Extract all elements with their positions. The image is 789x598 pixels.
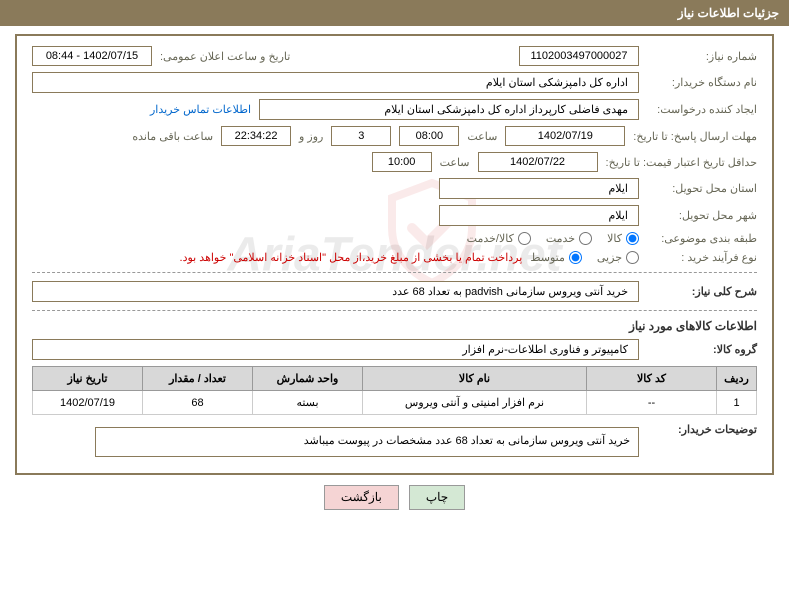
need-number-value: 1102003497000027 — [519, 46, 639, 66]
summary-label: شرح کلی نیاز: — [647, 285, 757, 298]
need-number-label: شماره نیاز: — [647, 50, 757, 63]
days-remaining: 3 — [331, 126, 391, 146]
row-summary: شرح کلی نیاز: خرید آنتی ویروس سازمانی pa… — [32, 281, 757, 302]
row-delivery-province: استان محل تحویل: ایلام — [32, 178, 757, 199]
contact-link[interactable]: اطلاعات تماس خریدار — [150, 103, 251, 116]
table-header-cell: واحد شمارش — [253, 367, 363, 391]
summary-value: خرید آنتی ویروس سازمانی padvish به تعداد… — [32, 281, 639, 302]
price-validity-date: 1402/07/22 — [478, 152, 598, 172]
table-cell: 1402/07/19 — [33, 391, 143, 415]
process-radio-label: جزیی — [597, 251, 622, 264]
table-cell: -- — [587, 391, 717, 415]
category-radio-label: کالا — [607, 232, 622, 245]
table-cell: نرم افزار امنیتی و آنتی ویروس — [363, 391, 587, 415]
response-deadline-label: مهلت ارسال پاسخ: تا تاریخ: — [633, 130, 757, 143]
price-validity-label: حداقل تاریخ اعتبار قیمت: تا تاریخ: — [606, 156, 757, 169]
announce-date-value: 1402/07/15 - 08:44 — [32, 46, 152, 66]
remaining-label: ساعت باقی مانده — [132, 130, 213, 143]
buyer-notes-value: خرید آنتی ویروس سازمانی به تعداد 68 عدد … — [95, 427, 639, 457]
process-option: جزیی — [597, 251, 639, 264]
table-header-row: ردیفکد کالانام کالاواحد شمارشتعداد / مقد… — [33, 367, 757, 391]
days-and-label: روز و — [299, 130, 323, 143]
table-body: 1--نرم افزار امنیتی و آنتی ویروسبسته6814… — [33, 391, 757, 415]
response-deadline-date: 1402/07/19 — [505, 126, 625, 146]
page-title: جزئیات اطلاعات نیاز — [678, 6, 779, 20]
main-panel: AriaTender.net شماره نیاز: 1102003497000… — [15, 34, 774, 475]
delivery-province-value: ایلام — [439, 178, 639, 199]
requester-value: مهدی فاضلی کارپرداز اداره کل دامپزشکی اس… — [259, 99, 639, 120]
row-need-number: شماره نیاز: 1102003497000027 تاریخ و ساع… — [32, 46, 757, 66]
category-option: کالا — [607, 232, 639, 245]
row-price-validity: حداقل تاریخ اعتبار قیمت: تا تاریخ: 1402/… — [32, 152, 757, 172]
page-header: جزئیات اطلاعات نیاز — [0, 0, 789, 26]
table-cell: 1 — [717, 391, 757, 415]
process-radio[interactable] — [569, 251, 582, 264]
process-radio-label: متوسط — [530, 251, 565, 264]
goods-table: ردیفکد کالانام کالاواحد شمارشتعداد / مقد… — [32, 366, 757, 415]
goods-info-title: اطلاعات کالاهای مورد نیاز — [32, 319, 757, 333]
buyer-org-value: اداره کل دامپزشکی استان ایلام — [32, 72, 639, 93]
row-goods-group: گروه کالا: کامپیوتر و فناوری اطلاعات-نرم… — [32, 339, 757, 360]
divider-1 — [32, 272, 757, 273]
delivery-city-label: شهر محل تحویل: — [647, 209, 757, 222]
category-radio-label: کالا/خدمت — [467, 232, 514, 245]
table-header-cell: کد کالا — [587, 367, 717, 391]
process-radio-group: جزیی متوسط — [530, 251, 639, 264]
row-requester: ایجاد کننده درخواست: مهدی فاضلی کارپرداز… — [32, 99, 757, 120]
row-response-deadline: مهلت ارسال پاسخ: تا تاریخ: 1402/07/19 سا… — [32, 126, 757, 146]
table-header-cell: تاریخ نیاز — [33, 367, 143, 391]
row-process: نوع فرآیند خرید : جزیی متوسط پرداخت تمام … — [32, 251, 757, 264]
row-buyer-notes: توضیحات خریدار: خرید آنتی ویروس سازمانی … — [32, 423, 757, 457]
time-label-1: ساعت — [467, 130, 497, 143]
payment-note: پرداخت تمام یا بخشی از مبلغ خرید،از محل … — [180, 251, 523, 264]
table-header-cell: ردیف — [717, 367, 757, 391]
category-radio[interactable] — [518, 232, 531, 245]
delivery-province-label: استان محل تحویل: — [647, 182, 757, 195]
category-radio-group: کالا خدمت کالا/خدمت — [467, 232, 639, 245]
row-buyer-org: نام دستگاه خریدار: اداره کل دامپزشکی است… — [32, 72, 757, 93]
time-label-2: ساعت — [440, 156, 470, 169]
category-label: طبقه بندی موضوعی: — [647, 232, 757, 245]
time-remaining: 22:34:22 — [221, 126, 291, 146]
category-radio[interactable] — [579, 232, 592, 245]
category-radio[interactable] — [626, 232, 639, 245]
print-button[interactable]: چاپ — [409, 485, 465, 510]
buyer-org-label: نام دستگاه خریدار: — [647, 76, 757, 89]
process-type-label: نوع فرآیند خرید : — [647, 251, 757, 264]
delivery-city-value: ایلام — [439, 205, 639, 226]
requester-label: ایجاد کننده درخواست: — [647, 103, 757, 116]
table-row: 1--نرم افزار امنیتی و آنتی ویروسبسته6814… — [33, 391, 757, 415]
table-header-cell: تعداد / مقدار — [143, 367, 253, 391]
back-button[interactable]: بازگشت — [324, 485, 399, 510]
price-validity-time: 10:00 — [372, 152, 432, 172]
goods-group-value: کامپیوتر و فناوری اطلاعات-نرم افزار — [32, 339, 639, 360]
table-cell: بسته — [253, 391, 363, 415]
row-category: طبقه بندی موضوعی: کالا خدمت کالا/خدمت — [32, 232, 757, 245]
response-deadline-time: 08:00 — [399, 126, 459, 146]
process-radio[interactable] — [626, 251, 639, 264]
process-option: متوسط — [530, 251, 582, 264]
goods-group-label: گروه کالا: — [647, 343, 757, 356]
announce-date-label: تاریخ و ساعت اعلان عمومی: — [160, 50, 290, 63]
buyer-notes-label: توضیحات خریدار: — [647, 423, 757, 436]
category-option: کالا/خدمت — [467, 232, 531, 245]
category-option: خدمت — [546, 232, 592, 245]
table-cell: 68 — [143, 391, 253, 415]
row-delivery-city: شهر محل تحویل: ایلام — [32, 205, 757, 226]
table-header-cell: نام کالا — [363, 367, 587, 391]
divider-2 — [32, 310, 757, 311]
button-row: چاپ بازگشت — [0, 485, 789, 510]
category-radio-label: خدمت — [546, 232, 575, 245]
